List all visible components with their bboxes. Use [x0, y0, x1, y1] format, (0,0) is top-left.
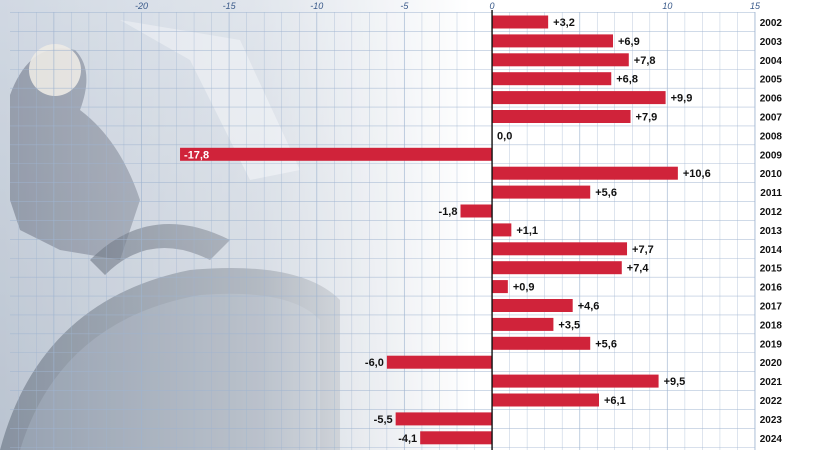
bar-value-label: +9,5: [664, 376, 686, 388]
x-tick-label: -5: [400, 1, 409, 11]
bar: [492, 166, 678, 180]
year-label: 2004: [760, 56, 783, 67]
bar: [492, 242, 628, 256]
year-label: 2002: [760, 18, 783, 29]
year-labels: 2002 2003 2004 2005 2006 2007 2008 2009 2010 2011…: [760, 18, 783, 445]
bar: [492, 110, 631, 123]
year-label: 2013: [760, 226, 783, 237]
grid-lines: [10, 12, 787, 450]
bar: [492, 72, 612, 86]
year-label: 2019: [760, 339, 783, 350]
bar: [180, 147, 493, 161]
bar: [460, 204, 493, 218]
year-label: 2008: [760, 131, 783, 142]
x-tick-label: 0: [490, 1, 495, 11]
bar-value-label: +3,5: [558, 319, 580, 331]
year-label: 2005: [760, 75, 783, 86]
bar-value-label: +6,9: [618, 36, 640, 48]
bar-value-label: +5,6: [595, 187, 617, 199]
year-label: 2016: [760, 283, 783, 294]
bar: [492, 261, 622, 275]
year-label: 2009: [760, 150, 783, 161]
bar: [492, 91, 666, 105]
bar: [492, 34, 614, 48]
bar-value-label: +6,8: [616, 74, 638, 86]
bar: [492, 317, 554, 331]
bar: [492, 15, 549, 29]
year-label: 2006: [760, 94, 783, 105]
bar: [492, 185, 591, 199]
bars: [180, 15, 678, 445]
bar: [420, 431, 493, 445]
bar-value-label: +7,4: [627, 263, 650, 275]
year-label: 2018: [760, 320, 783, 331]
x-tick-label: 10: [662, 1, 672, 11]
bar: [492, 299, 573, 312]
bar-value-label: +1,1: [516, 225, 538, 237]
x-tick-label: -10: [310, 1, 323, 11]
year-label: 2007: [760, 113, 783, 124]
year-label: 2024: [760, 434, 783, 445]
bar-value-label: 0,0: [497, 130, 512, 142]
bar-value-label: -4,1: [398, 433, 417, 445]
bar-value-label: +7,7: [632, 244, 654, 256]
bar-value-label: +3,2: [553, 17, 575, 29]
bar-value-label: -5,5: [374, 414, 393, 426]
bar-value-label: +5,6: [595, 338, 617, 350]
year-column: [755, 12, 787, 450]
year-label: 2010: [760, 169, 783, 180]
bar: [492, 53, 629, 67]
bar: [395, 412, 493, 426]
year-label: 2011: [760, 188, 782, 199]
bar-value-label: -6,0: [365, 357, 384, 369]
year-label: 2022: [760, 396, 783, 407]
background-photo: [0, 0, 470, 450]
x-tick-label: -15: [223, 1, 237, 11]
bar: [492, 393, 599, 407]
bar-value-label: +9,9: [671, 93, 693, 105]
bar-value-label: +10,6: [683, 168, 711, 180]
bar-value-label: +0,9: [513, 282, 535, 294]
year-label: 2017: [760, 302, 783, 313]
value-labels: +3,2 +6,9 +7,8 +6,8 +9,9 +7,9 0,0 -17,8 +10,6 +5,…: [184, 17, 711, 445]
bar-value-label: +4,6: [578, 301, 600, 313]
bar: [492, 280, 508, 294]
bar-value-label: -17,8: [184, 149, 209, 161]
year-label: 2023: [760, 415, 783, 426]
x-axis-ticks: -20 -15 -10 -5 0 10 15: [135, 1, 761, 11]
bar: [492, 374, 659, 388]
bar-value-label: -1,8: [439, 206, 458, 218]
year-label: 2015: [760, 264, 783, 275]
year-label: 2020: [760, 358, 783, 369]
year-label: 2014: [760, 245, 783, 256]
year-label: 2003: [760, 37, 783, 48]
bar: [386, 355, 493, 369]
bar-value-label: +7,8: [634, 55, 656, 67]
bar: [492, 336, 591, 350]
bar: [492, 223, 512, 237]
year-label: 2012: [760, 207, 783, 218]
x-tick-label: 15: [750, 1, 761, 11]
bar-value-label: +7,9: [636, 112, 658, 124]
year-label: 2021: [760, 377, 783, 388]
x-tick-label: -20: [135, 1, 148, 11]
bar-value-label: +6,1: [604, 395, 626, 407]
